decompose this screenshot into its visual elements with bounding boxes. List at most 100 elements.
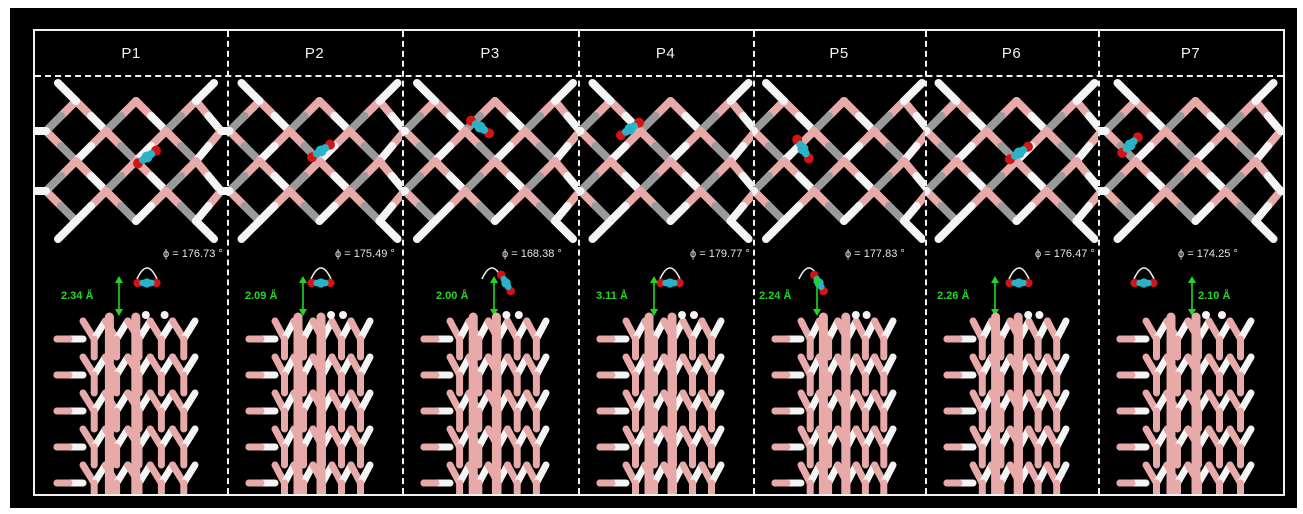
- carbon-atom: [139, 279, 147, 287]
- carbon-atom: [1010, 151, 1019, 160]
- panel-p1: P1 ϕ = 176.73 ° 2.34 Å: [35, 31, 227, 494]
- carbon-atom: [817, 283, 825, 291]
- carbon-atom: [1144, 279, 1152, 287]
- bond-hydrogen: [739, 172, 753, 195]
- bond-hydrogen: [1085, 172, 1098, 194]
- panel-separator: [753, 31, 755, 494]
- oxygen-atom: [1005, 278, 1014, 288]
- top-view-lattice: [753, 79, 925, 243]
- panel-p2: P2 ϕ = 175.49 ° 2.09 Å: [227, 31, 402, 494]
- terminal-hydrogen: [900, 79, 925, 105]
- top-view-lattice: [402, 79, 578, 243]
- carbon-atom: [1019, 279, 1027, 287]
- bond-hydrogen: [912, 112, 925, 133]
- terminal-hydrogen: [54, 217, 80, 243]
- oxygen-atom: [1130, 278, 1139, 288]
- bend-angle-label: ϕ = 177.83 °: [845, 248, 905, 260]
- panel-title: P6: [1001, 45, 1022, 62]
- co2-side-view: [656, 278, 684, 288]
- bond-hydrogen: [1191, 202, 1215, 225]
- terminal-hydrogen: [237, 217, 264, 243]
- carbon-atom: [670, 279, 678, 287]
- bond-hydrogen: [666, 202, 690, 225]
- bend-angle-label: ϕ = 176.73 °: [163, 248, 223, 260]
- panel-separator: [1098, 31, 1100, 494]
- panel-separator: [227, 31, 229, 494]
- oxygen-atom: [1149, 278, 1158, 288]
- carbon-atom: [471, 120, 480, 129]
- carbon-atom: [321, 144, 330, 153]
- distance-arrow: [650, 276, 658, 316]
- bond-hydrogen: [180, 353, 199, 379]
- panel-title: P7: [1180, 45, 1201, 62]
- terminal-hydrogen: [192, 79, 218, 105]
- structure-drawing: [1098, 79, 1283, 494]
- bond-angle-arc: [659, 267, 681, 280]
- co2-side-view: [307, 278, 335, 288]
- carbon-atom: [796, 140, 805, 149]
- terminal-hydrogen: [375, 217, 402, 243]
- carbon-atom: [147, 279, 155, 287]
- top-view-lattice: [578, 79, 753, 243]
- surface-hydrogen: [1218, 311, 1226, 319]
- carbon-atom: [321, 279, 329, 287]
- side-view-slab: [596, 311, 725, 494]
- surface-hydrogen: [514, 311, 523, 319]
- terminal-hydrogen: [762, 217, 788, 243]
- terminal-hydrogen: [762, 79, 788, 105]
- bond-hydrogen: [739, 112, 753, 135]
- bond-hydrogen: [180, 461, 199, 487]
- bend-angle-label: ϕ = 176.47 °: [1035, 248, 1095, 260]
- surface-hydrogen: [502, 311, 511, 319]
- bond-hydrogen: [132, 202, 155, 225]
- side-view-slab: [771, 311, 897, 494]
- structure-drawing: [402, 79, 578, 494]
- terminal-hydrogen: [726, 79, 753, 105]
- adsorption-distance-label: 2.24 Å: [759, 290, 792, 302]
- terminal-hydrogen: [1072, 217, 1098, 243]
- carbon-atom: [312, 149, 321, 158]
- panel-p3: P3 ϕ = 168.38 ° 2.00 Å: [402, 31, 578, 494]
- terminal-hydrogen: [934, 217, 961, 243]
- distance-arrow: [299, 276, 307, 316]
- co2-side-view: [497, 270, 515, 296]
- carbon-atom: [1136, 279, 1144, 287]
- bond-hydrogen: [840, 202, 863, 225]
- terminal-hydrogen: [237, 79, 264, 105]
- bond-hydrogen: [1012, 202, 1036, 225]
- surface-hydrogen: [141, 311, 150, 319]
- adsorbed-co2-top-view: [1117, 132, 1143, 158]
- structure-drawing: [753, 79, 925, 494]
- terminal-hydrogen: [375, 79, 402, 105]
- panel-p6: P6 ϕ = 176.47 ° 2.26 Å: [925, 31, 1098, 494]
- carbon-atom: [147, 150, 156, 159]
- carbon-atom: [630, 122, 639, 131]
- surface-hydrogen: [1202, 311, 1210, 319]
- bond-hydrogen: [180, 389, 199, 415]
- carbon-atom: [1011, 279, 1019, 287]
- surface-hydrogen: [851, 311, 860, 319]
- bond-hydrogen: [180, 425, 199, 451]
- carbon-atom: [313, 279, 321, 287]
- oxygen-atom: [1024, 278, 1033, 288]
- panel-p5: P5 ϕ = 177.83 ° 2.24 Å: [753, 31, 925, 494]
- surface-hydrogen: [678, 311, 686, 319]
- surface-hydrogen: [339, 311, 347, 319]
- bond-hydrogen: [563, 172, 578, 195]
- bond-hydrogen: [1085, 112, 1098, 134]
- panel-title: P5: [829, 45, 849, 62]
- terminal-hydrogen: [1113, 217, 1140, 243]
- header-divider: [35, 75, 1283, 77]
- bend-angle-label: ϕ = 168.38 °: [502, 248, 562, 260]
- terminal-hydrogen: [413, 217, 439, 243]
- adsorbed-co2-top-view: [465, 115, 495, 139]
- adsorbed-co2-top-view: [132, 145, 162, 169]
- bond-angle-arc: [136, 267, 158, 280]
- terminal-hydrogen: [588, 79, 615, 105]
- surface-hydrogen: [327, 311, 335, 319]
- surface-hydrogen: [690, 311, 698, 319]
- bond-hydrogen: [912, 172, 925, 193]
- side-view-slab: [245, 311, 374, 494]
- co2-side-view: [133, 278, 161, 288]
- carbon-atom: [500, 275, 508, 283]
